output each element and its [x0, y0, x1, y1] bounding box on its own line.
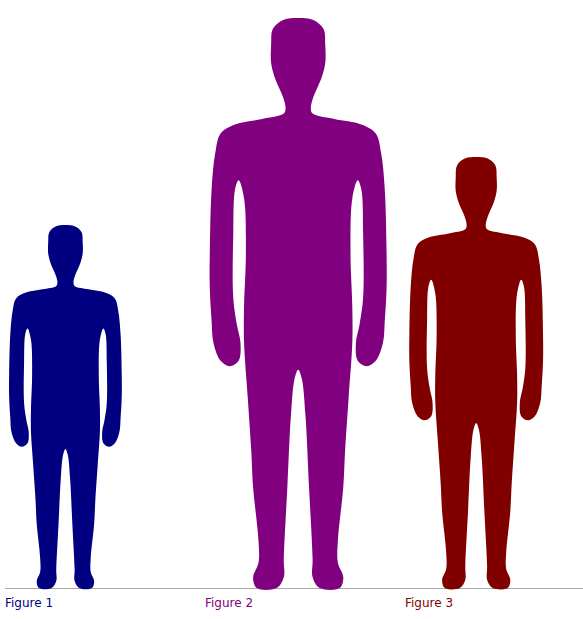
- svg-text:Figure 1: Figure 1: [5, 596, 53, 610]
- svg-text:Figure 2: Figure 2: [205, 596, 253, 610]
- svg-text:Figure 3: Figure 3: [405, 596, 453, 610]
